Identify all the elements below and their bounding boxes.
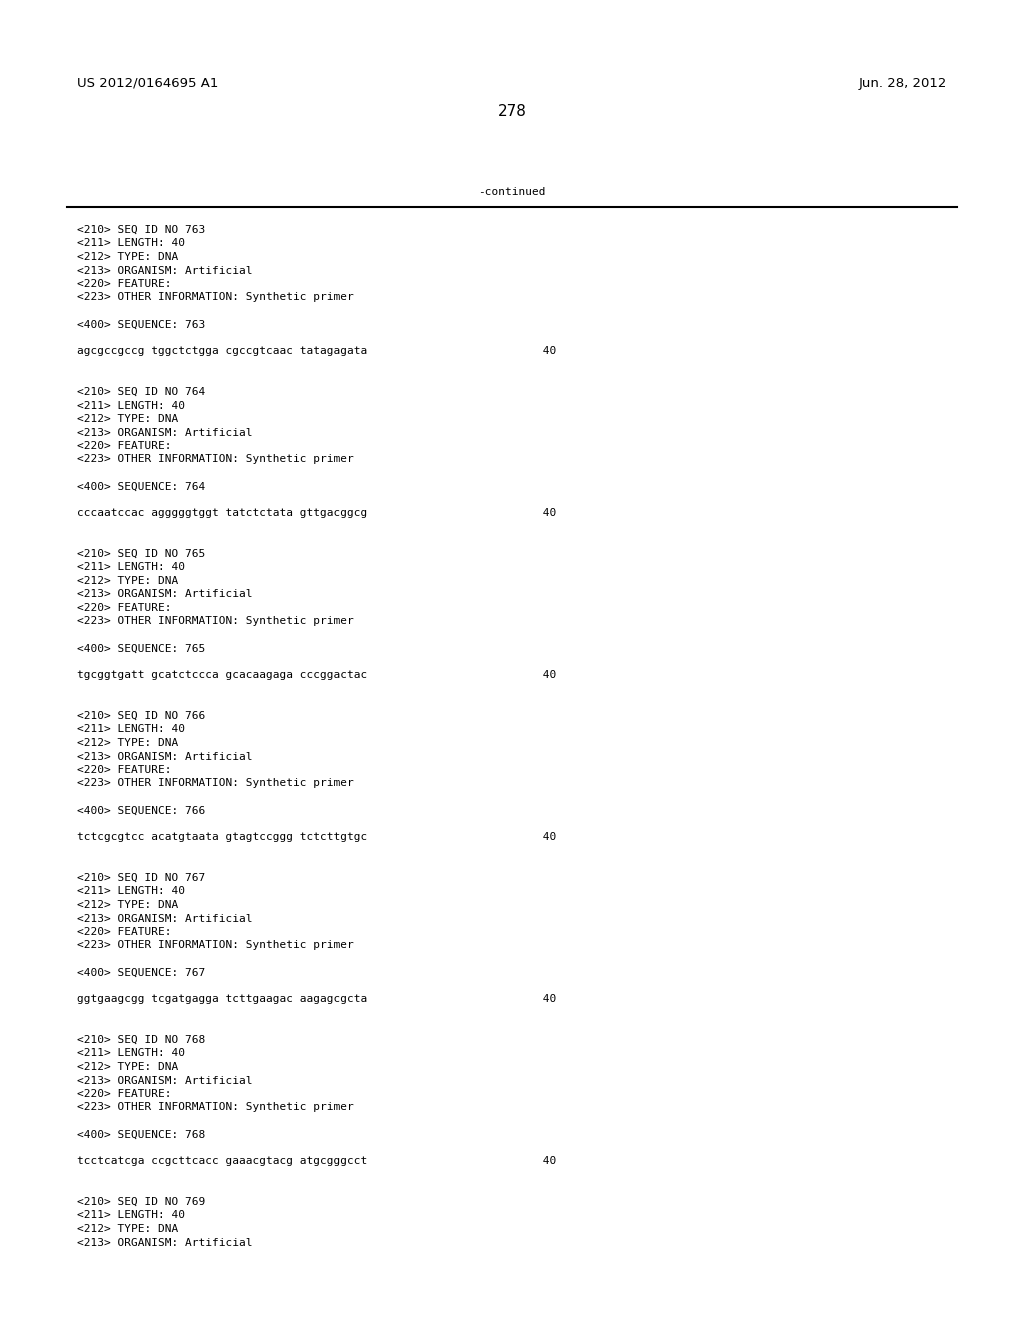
Text: 278: 278 (498, 104, 526, 120)
Text: <223> OTHER INFORMATION: Synthetic primer: <223> OTHER INFORMATION: Synthetic prime… (77, 616, 353, 627)
Text: tctcgcgtcc acatgtaata gtagtccggg tctcttgtgc                          40: tctcgcgtcc acatgtaata gtagtccggg tctcttg… (77, 833, 556, 842)
Text: Jun. 28, 2012: Jun. 28, 2012 (859, 77, 947, 90)
Text: <211> LENGTH: 40: <211> LENGTH: 40 (77, 887, 184, 896)
Text: <223> OTHER INFORMATION: Synthetic primer: <223> OTHER INFORMATION: Synthetic prime… (77, 293, 353, 302)
Text: <211> LENGTH: 40: <211> LENGTH: 40 (77, 1048, 184, 1059)
Text: <400> SEQUENCE: 768: <400> SEQUENCE: 768 (77, 1130, 205, 1139)
Text: <210> SEQ ID NO 769: <210> SEQ ID NO 769 (77, 1197, 205, 1206)
Text: ggtgaagcgg tcgatgagga tcttgaagac aagagcgcta                          40: ggtgaagcgg tcgatgagga tcttgaagac aagagcg… (77, 994, 556, 1005)
Text: <210> SEQ ID NO 766: <210> SEQ ID NO 766 (77, 711, 205, 721)
Text: <213> ORGANISM: Artificial: <213> ORGANISM: Artificial (77, 1238, 252, 1247)
Text: <211> LENGTH: 40: <211> LENGTH: 40 (77, 562, 184, 573)
Text: <400> SEQUENCE: 765: <400> SEQUENCE: 765 (77, 644, 205, 653)
Text: <211> LENGTH: 40: <211> LENGTH: 40 (77, 400, 184, 411)
Text: <210> SEQ ID NO 768: <210> SEQ ID NO 768 (77, 1035, 205, 1045)
Text: <211> LENGTH: 40: <211> LENGTH: 40 (77, 725, 184, 734)
Text: <212> TYPE: DNA: <212> TYPE: DNA (77, 738, 178, 748)
Text: <212> TYPE: DNA: <212> TYPE: DNA (77, 900, 178, 909)
Text: <400> SEQUENCE: 763: <400> SEQUENCE: 763 (77, 319, 205, 330)
Text: <212> TYPE: DNA: <212> TYPE: DNA (77, 414, 178, 424)
Text: <223> OTHER INFORMATION: Synthetic primer: <223> OTHER INFORMATION: Synthetic prime… (77, 454, 353, 465)
Text: <213> ORGANISM: Artificial: <213> ORGANISM: Artificial (77, 751, 252, 762)
Text: <210> SEQ ID NO 763: <210> SEQ ID NO 763 (77, 224, 205, 235)
Text: <223> OTHER INFORMATION: Synthetic primer: <223> OTHER INFORMATION: Synthetic prime… (77, 779, 353, 788)
Text: <210> SEQ ID NO 767: <210> SEQ ID NO 767 (77, 873, 205, 883)
Text: <400> SEQUENCE: 764: <400> SEQUENCE: 764 (77, 482, 205, 491)
Text: <220> FEATURE:: <220> FEATURE: (77, 441, 171, 451)
Text: <210> SEQ ID NO 764: <210> SEQ ID NO 764 (77, 387, 205, 397)
Text: <213> ORGANISM: Artificial: <213> ORGANISM: Artificial (77, 1076, 252, 1085)
Text: agcgccgccg tggctctgga cgccgtcaac tatagagata                          40: agcgccgccg tggctctgga cgccgtcaac tatagag… (77, 346, 556, 356)
Text: <212> TYPE: DNA: <212> TYPE: DNA (77, 252, 178, 261)
Text: <400> SEQUENCE: 767: <400> SEQUENCE: 767 (77, 968, 205, 978)
Text: <213> ORGANISM: Artificial: <213> ORGANISM: Artificial (77, 913, 252, 924)
Text: <220> FEATURE:: <220> FEATURE: (77, 927, 171, 937)
Text: <213> ORGANISM: Artificial: <213> ORGANISM: Artificial (77, 590, 252, 599)
Text: <213> ORGANISM: Artificial: <213> ORGANISM: Artificial (77, 428, 252, 437)
Text: -continued: -continued (478, 187, 546, 197)
Text: <213> ORGANISM: Artificial: <213> ORGANISM: Artificial (77, 265, 252, 276)
Text: <212> TYPE: DNA: <212> TYPE: DNA (77, 1063, 178, 1072)
Text: <223> OTHER INFORMATION: Synthetic primer: <223> OTHER INFORMATION: Synthetic prime… (77, 1102, 353, 1113)
Text: cccaatccac agggggtggt tatctctata gttgacggcg                          40: cccaatccac agggggtggt tatctctata gttgacg… (77, 508, 556, 519)
Text: <211> LENGTH: 40: <211> LENGTH: 40 (77, 1210, 184, 1221)
Text: <220> FEATURE:: <220> FEATURE: (77, 1089, 171, 1100)
Text: US 2012/0164695 A1: US 2012/0164695 A1 (77, 77, 218, 90)
Text: <211> LENGTH: 40: <211> LENGTH: 40 (77, 239, 184, 248)
Text: tcctcatcga ccgcttcacc gaaacgtacg atgcgggcct                          40: tcctcatcga ccgcttcacc gaaacgtacg atgcggg… (77, 1156, 556, 1167)
Text: <210> SEQ ID NO 765: <210> SEQ ID NO 765 (77, 549, 205, 558)
Text: <220> FEATURE:: <220> FEATURE: (77, 603, 171, 612)
Text: <220> FEATURE:: <220> FEATURE: (77, 279, 171, 289)
Text: <220> FEATURE:: <220> FEATURE: (77, 766, 171, 775)
Text: <223> OTHER INFORMATION: Synthetic primer: <223> OTHER INFORMATION: Synthetic prime… (77, 940, 353, 950)
Text: <212> TYPE: DNA: <212> TYPE: DNA (77, 1224, 178, 1234)
Text: <212> TYPE: DNA: <212> TYPE: DNA (77, 576, 178, 586)
Text: tgcggtgatt gcatctccca gcacaagaga cccggactac                          40: tgcggtgatt gcatctccca gcacaagaga cccggac… (77, 671, 556, 681)
Text: <400> SEQUENCE: 766: <400> SEQUENCE: 766 (77, 805, 205, 816)
